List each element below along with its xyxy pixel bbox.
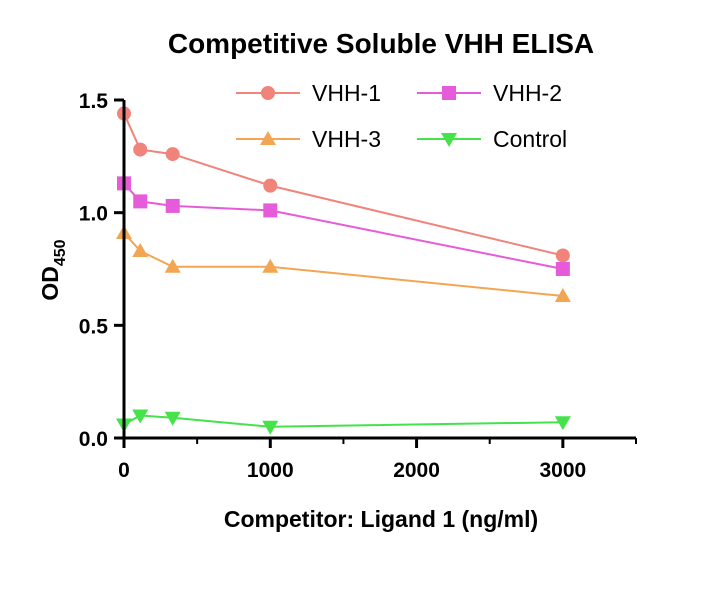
series-vhh-2 bbox=[117, 176, 570, 276]
series-line-vhh-2 bbox=[123, 182, 564, 270]
legend: VHH-1 VHH-2 VHH-3 Control bbox=[236, 80, 567, 152]
data-point-vhh-2 bbox=[263, 203, 278, 218]
data-point-vhh-1 bbox=[263, 178, 278, 193]
data-point-control bbox=[262, 420, 279, 435]
data-point-vhh-2 bbox=[165, 198, 180, 213]
x-axis: 0 1000 2000 3000 bbox=[118, 436, 637, 482]
y-axis: 0.0 0.5 1.0 1.5 bbox=[79, 90, 126, 451]
legend-label-vhh-3: VHH-3 bbox=[312, 126, 381, 152]
x-axis-label: Competitor: Ligand 1 (ng/ml) bbox=[224, 506, 538, 532]
y-tick-label: 1.5 bbox=[79, 90, 109, 113]
data-point-vhh-3 bbox=[132, 242, 149, 257]
chart-title: Competitive Soluble VHH ELISA bbox=[168, 28, 594, 59]
legend-item-vhh-3: VHH-3 bbox=[236, 126, 381, 152]
legend-marker-vhh-3 bbox=[260, 131, 276, 145]
legend-label-control: Control bbox=[493, 126, 567, 152]
x-tick-label: 0 bbox=[118, 459, 130, 482]
data-point-vhh-3 bbox=[164, 258, 181, 273]
data-point-vhh-1 bbox=[165, 147, 180, 162]
legend-item-vhh-1: VHH-1 bbox=[236, 80, 381, 106]
y-axis-label-subscript: 450 bbox=[52, 239, 69, 266]
series-line-vhh-3 bbox=[123, 232, 563, 298]
legend-marker-vhh-1 bbox=[261, 86, 275, 100]
legend-label-vhh-2: VHH-2 bbox=[493, 80, 562, 106]
y-axis-label: OD450 bbox=[37, 239, 69, 300]
y-tick-label: 0.5 bbox=[79, 315, 109, 338]
svg-text:OD450: OD450 bbox=[37, 239, 69, 300]
legend-label-vhh-1: VHH-1 bbox=[312, 80, 381, 106]
legend-item-control: Control bbox=[417, 126, 567, 152]
data-point-vhh-2 bbox=[133, 194, 148, 209]
y-tick-label: 1.0 bbox=[79, 203, 108, 226]
data-point-control bbox=[164, 411, 181, 426]
legend-marker-control bbox=[441, 133, 457, 147]
y-axis-label-main: OD bbox=[37, 266, 63, 301]
data-point-control bbox=[554, 416, 571, 431]
data-point-vhh-3 bbox=[554, 288, 571, 303]
data-point-vhh-1 bbox=[133, 142, 148, 157]
series-line-control bbox=[123, 414, 563, 428]
x-tick-label: 2000 bbox=[393, 459, 440, 482]
y-tick-label: 0.0 bbox=[79, 428, 108, 451]
series-vhh-3 bbox=[116, 224, 571, 303]
legend-item-vhh-2: VHH-2 bbox=[417, 80, 562, 106]
data-point-vhh-2 bbox=[555, 262, 570, 276]
x-tick-label: 1000 bbox=[247, 459, 294, 482]
data-point-vhh-1 bbox=[555, 248, 570, 263]
series-vhh-1 bbox=[117, 106, 570, 263]
plot-area bbox=[116, 106, 571, 435]
data-point-control bbox=[132, 409, 149, 424]
legend-marker-vhh-2 bbox=[442, 86, 456, 100]
data-point-vhh-3 bbox=[262, 258, 279, 273]
series-control bbox=[116, 409, 571, 435]
x-tick-label: 3000 bbox=[539, 459, 586, 482]
